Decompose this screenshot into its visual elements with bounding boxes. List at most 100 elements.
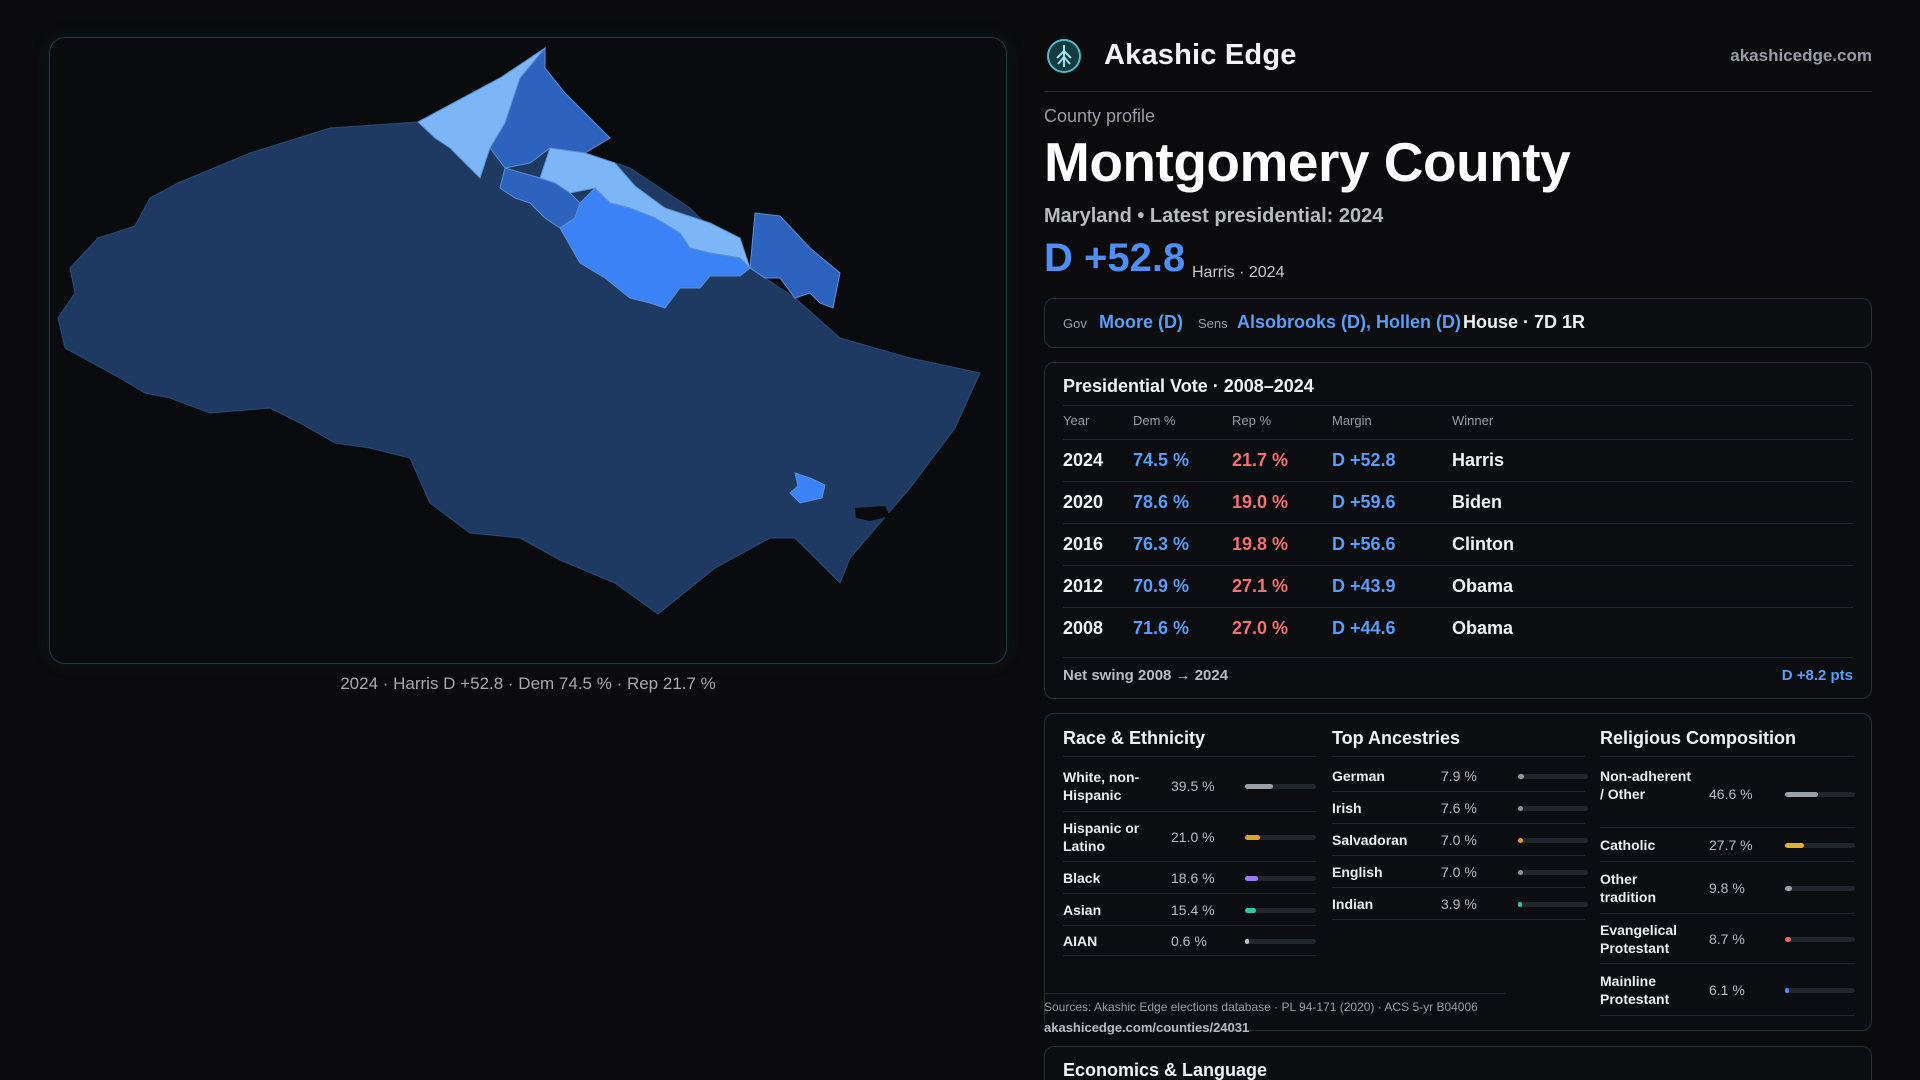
sources-text: Sources: Akashic Edge elections database… — [1044, 1000, 1478, 1014]
gov-value[interactable]: Moore (D) — [1099, 312, 1183, 332]
race-bar — [1245, 907, 1316, 913]
vote-row: 2008 71.6 % 27.0 % D +44.6 Obama — [1063, 607, 1853, 649]
economics-card: Economics & Language — [1044, 1046, 1872, 1080]
vote-year: 2012 — [1063, 576, 1104, 596]
page-kicker: County profile — [1044, 106, 1156, 126]
col-head-year: Year — [1063, 413, 1090, 428]
ancestries-bar — [1518, 901, 1588, 907]
vote-dem: 70.9 % — [1133, 576, 1190, 596]
race-percent: 39.5 % — [1171, 778, 1215, 794]
race-percent: 21.0 % — [1171, 829, 1215, 845]
religion-bar-fill — [1785, 791, 1818, 797]
page-title: Montgomery County — [1044, 131, 1571, 193]
brand-name[interactable]: Akashic Edge — [1104, 39, 1297, 71]
ancestries-percent: 7.0 % — [1441, 864, 1477, 880]
religion-title: Religious Composition — [1600, 728, 1796, 748]
religion-bar-fill — [1785, 885, 1792, 891]
religion-bar-fill — [1785, 936, 1792, 942]
vote-row: 2020 78.6 % 19.0 % D +59.6 Biden — [1063, 481, 1853, 523]
vote-dem: 76.3 % — [1133, 534, 1190, 554]
religion-bar — [1785, 936, 1855, 942]
globe-tree-icon[interactable] — [1046, 38, 1082, 74]
vote-margin: D +56.6 — [1332, 534, 1396, 554]
county-map-panel[interactable] — [49, 37, 1007, 664]
sources-note: Sources: Akashic Edge elections database… — [1044, 993, 1506, 1035]
county-map[interactable] — [50, 38, 1007, 664]
ancestries-bar-fill — [1518, 805, 1524, 811]
sens-value[interactable]: Alsobrooks (D), Hollen (D) — [1237, 312, 1461, 332]
ancestries-row: Indian 3.9 % — [1332, 888, 1588, 920]
vote-rep: 19.0 % — [1232, 492, 1289, 512]
vote-dem: 74.5 % — [1133, 450, 1190, 470]
ancestries-row: Salvadoran 7.0 % — [1332, 824, 1588, 856]
region-bright-central[interactable] — [559, 187, 751, 309]
region-lean-east[interactable] — [749, 212, 841, 309]
race-percent: 0.6 % — [1171, 933, 1207, 949]
brand-header: Akashic Edge akashicedge.com — [1044, 36, 1872, 92]
vote-row: 2012 70.9 % 27.1 % D +43.9 Obama — [1063, 565, 1853, 607]
vote-year: 2020 — [1063, 492, 1104, 512]
race-bar-fill — [1245, 783, 1274, 789]
ancestry-title: Top Ancestries — [1332, 728, 1461, 748]
religion-label: Mainline Protestant — [1600, 973, 1670, 1007]
race-title: Race & Ethnicity — [1063, 728, 1206, 748]
religion-row: Evangelical Protestant 8.7 % — [1600, 914, 1855, 964]
col-head-margin: Margin — [1332, 413, 1372, 428]
vote-row: 2016 76.3 % 19.8 % D +56.6 Clinton — [1063, 523, 1853, 565]
vote-row: 2024 74.5 % 21.7 % D +52.8 Harris — [1063, 439, 1853, 481]
vote-winner: Biden — [1452, 492, 1503, 512]
brand-site-link[interactable]: akashicedge.com — [1730, 46, 1872, 65]
vote-rep: 27.0 % — [1232, 618, 1289, 638]
economics-title: Economics & Language — [1063, 1060, 1268, 1080]
officials-card: Gov Moore (D) Sens Alsobrooks (D), Holle… — [1044, 298, 1872, 348]
religion-percent: 46.6 % — [1709, 786, 1753, 802]
religion-bar — [1785, 987, 1855, 993]
race-bar — [1245, 783, 1316, 789]
vote-winner: Clinton — [1452, 534, 1514, 554]
vote-rep: 27.1 % — [1232, 576, 1289, 596]
region-bright-spot[interactable] — [789, 472, 826, 504]
race-label: White, non-Hispanic — [1063, 769, 1140, 803]
religion-percent: 6.1 % — [1709, 982, 1745, 998]
presidential-vote-card: Presidential Vote · 2008–2024 Year Dem %… — [1044, 362, 1872, 699]
divider — [1600, 756, 1855, 757]
col-head-rep: Rep % — [1232, 413, 1272, 428]
religion-bar — [1785, 885, 1855, 891]
ancestries-bar — [1518, 869, 1588, 875]
religion-row: Other tradition 9.8 % — [1600, 862, 1855, 914]
race-row: White, non-Hispanic 39.5 % — [1063, 760, 1316, 812]
divider — [1063, 756, 1316, 757]
race-row: Hispanic or Latino 21.0 % — [1063, 812, 1316, 862]
ancestries-row: German 7.9 % — [1332, 760, 1588, 792]
region-gap — [855, 506, 890, 521]
headline-margin-note: Harris · 2024 — [1192, 264, 1285, 281]
vote-year: 2008 — [1063, 618, 1104, 638]
race-bar-fill — [1245, 907, 1256, 913]
ancestries-row: Irish 7.6 % — [1332, 792, 1588, 824]
vote-dem: 71.6 % — [1133, 618, 1190, 638]
divider — [1063, 657, 1853, 658]
ancestries-bar-fill — [1518, 901, 1522, 907]
race-label: Black — [1063, 870, 1101, 886]
vote-year: 2016 — [1063, 534, 1104, 554]
religion-percent: 8.7 % — [1709, 931, 1745, 947]
vote-rep: 21.7 % — [1232, 450, 1289, 470]
religion-bar-fill — [1785, 842, 1805, 848]
race-label: AIAN — [1063, 933, 1098, 949]
race-bar — [1245, 834, 1316, 840]
vote-rep: 19.8 % — [1232, 534, 1289, 554]
race-percent: 18.6 % — [1171, 870, 1215, 886]
sources-url[interactable]: akashicedge.com/counties/24031 — [1044, 1020, 1250, 1035]
ancestries-bar-fill — [1518, 837, 1523, 843]
religion-percent: 27.7 % — [1709, 837, 1753, 853]
race-label: Hispanic or Latino — [1063, 820, 1140, 854]
ancestries-bar — [1518, 773, 1588, 779]
ancestries-bar — [1518, 805, 1588, 811]
ancestries-percent: 7.6 % — [1441, 800, 1477, 816]
vote-dem: 78.6 % — [1133, 492, 1190, 512]
col-head-dem: Dem % — [1133, 413, 1176, 428]
race-row: Black 18.6 % — [1063, 862, 1316, 894]
map-caption: 2024 · Harris D +52.8 · Dem 74.5 % · Rep… — [340, 674, 716, 693]
county-shape[interactable] — [57, 77, 981, 615]
headline-margin: D +52.8 — [1044, 236, 1186, 280]
